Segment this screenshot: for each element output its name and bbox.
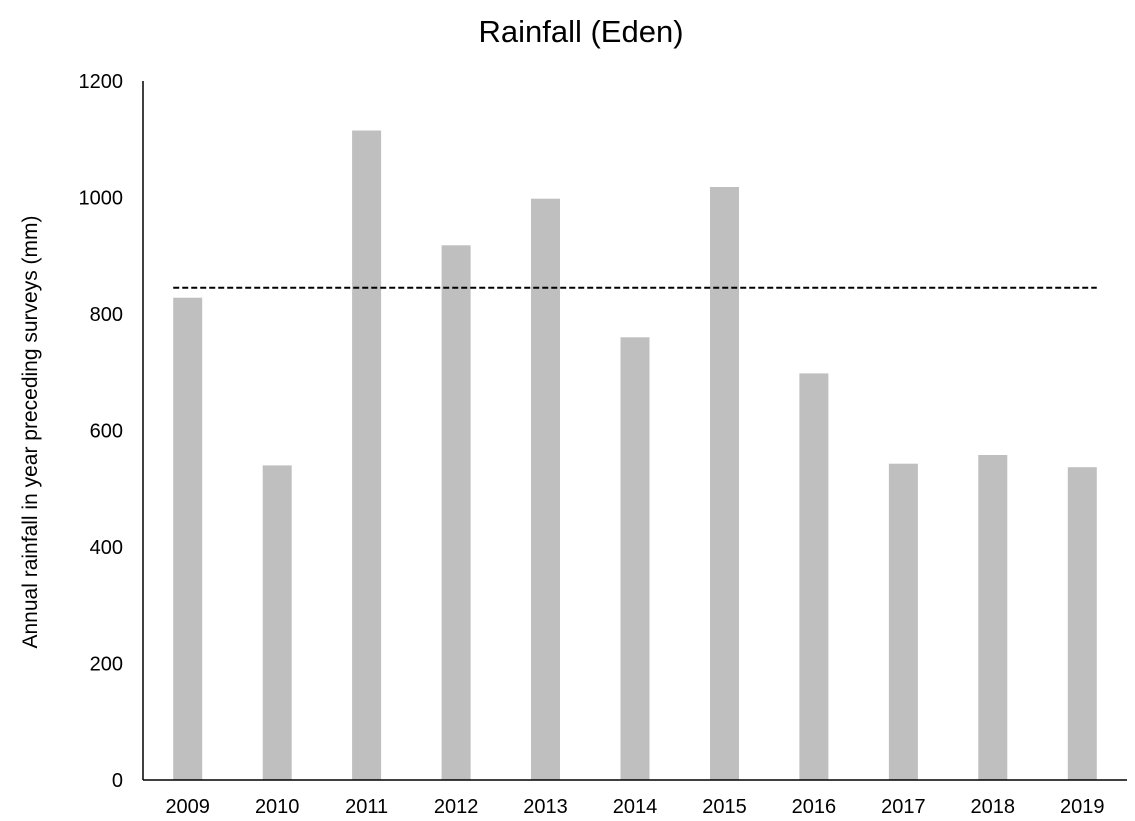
x-tick-label: 2013 — [523, 796, 568, 818]
y-tick-label: 0 — [112, 770, 123, 792]
x-tick-label: 2010 — [255, 796, 300, 818]
x-tick-labels: 2009 2010 2011 2012 2013 2014 2015 2016 2017 2018… — [165, 796, 1104, 818]
bar-2013 — [531, 198, 560, 780]
bar-2011 — [352, 130, 382, 780]
bar-2015 — [710, 187, 739, 780]
x-tick-label: 2019 — [1060, 796, 1105, 818]
y-tick-label: 200 — [90, 654, 123, 676]
x-tick-label: 2012 — [434, 796, 479, 818]
bar-2016 — [799, 373, 829, 780]
x-tick-label: 2014 — [613, 796, 658, 818]
bar-2012 — [441, 245, 471, 781]
y-tick-labels: 0 200 400 600 800 1000 1200 — [79, 71, 124, 792]
x-tick-label: 2011 — [345, 796, 388, 818]
y-axis-label: Annual rainfall in year preceding survey… — [19, 215, 42, 648]
bar-2018 — [978, 455, 1008, 780]
y-tick-label: 400 — [90, 537, 123, 559]
chart-title: Rainfall (Eden) — [478, 14, 683, 49]
x-tick-label: 2015 — [702, 796, 747, 818]
axes-layer — [142, 81, 1127, 781]
bar-2014 — [620, 337, 650, 780]
y-tick-label: 800 — [90, 304, 123, 326]
y-tick-label: 1200 — [79, 71, 124, 93]
x-tick-label: 2009 — [165, 796, 210, 818]
y-tick-label: 600 — [90, 421, 123, 443]
bars-layer — [173, 130, 1097, 781]
bar-2010 — [262, 465, 292, 780]
x-tick-label: 2018 — [971, 796, 1016, 818]
bar-2017 — [888, 463, 918, 780]
x-tick-label: 2017 — [881, 796, 926, 818]
y-tick-label: 1000 — [79, 188, 124, 210]
bar-2019 — [1067, 467, 1097, 780]
bar-2009 — [173, 297, 203, 780]
x-tick-label: 2016 — [792, 796, 837, 818]
